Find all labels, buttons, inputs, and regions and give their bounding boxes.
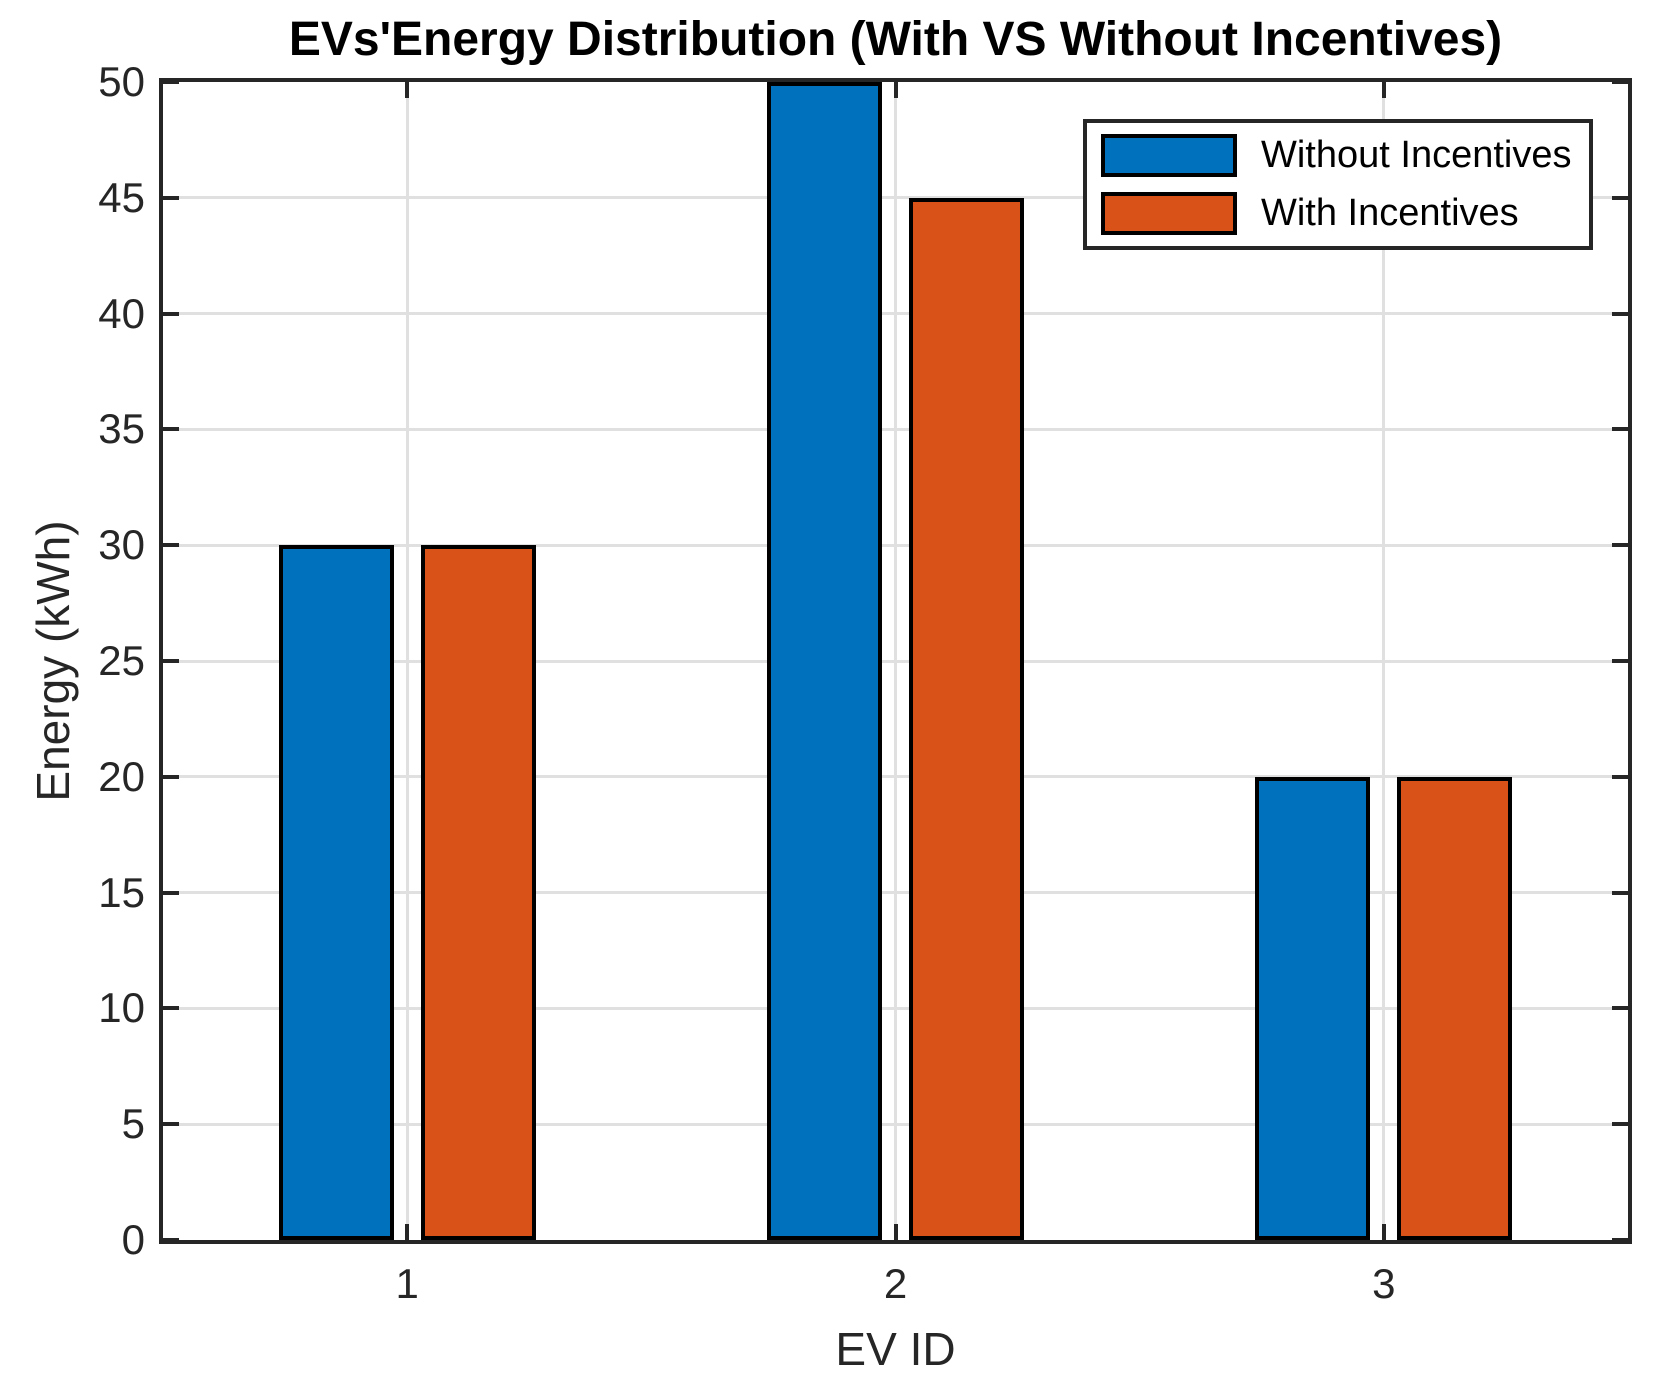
y-tick-label: 15: [98, 868, 145, 916]
y-tick-mark-left: [163, 659, 179, 663]
legend-swatch-blue: [1101, 134, 1237, 177]
v-gridline: [1382, 82, 1386, 1240]
y-tick-label: 0: [121, 1216, 145, 1263]
y-tick-label: 45: [98, 173, 145, 221]
legend: Without Incentives With Incentives: [1083, 119, 1593, 250]
x-tick-mark-top: [405, 82, 410, 98]
x-tick-label: 1: [395, 1260, 419, 1307]
y-tick-mark-left: [163, 195, 179, 200]
y-tick-mark-right: [1612, 311, 1628, 316]
y-tick-label: 30: [98, 521, 145, 569]
bar-with-incentives: [420, 545, 536, 1240]
x-axis-label: EV ID: [835, 1323, 956, 1375]
x-tick-mark-bottom: [893, 1224, 898, 1240]
y-tick-label: 5: [121, 1100, 145, 1148]
v-gridline: [894, 82, 897, 1240]
bar-with-incentives: [1397, 777, 1513, 1240]
y-tick-mark-right: [1612, 195, 1628, 200]
y-tick-mark-right: [1612, 1006, 1628, 1011]
bar-with-incentives: [909, 198, 1024, 1240]
y-tick-label: 40: [98, 289, 145, 337]
legend-row: Without Incentives: [1101, 134, 1589, 177]
x-tick-mark-bottom: [1381, 1224, 1386, 1240]
x-tick-label: 3: [1372, 1260, 1396, 1307]
y-tick-mark-left: [163, 427, 179, 432]
x-tick-label: 2: [883, 1260, 908, 1307]
y-tick-mark-left: [163, 311, 179, 316]
y-tick-mark-right: [1612, 427, 1628, 432]
y-tick-mark-left: [163, 774, 179, 779]
x-tick-mark-bottom: [405, 1224, 410, 1240]
y-tick-mark-left: [163, 890, 179, 895]
y-tick-mark-right: [1612, 80, 1628, 84]
y-tick-mark-left: [163, 543, 179, 548]
bar-without-incentives: [278, 545, 394, 1240]
legend-label: Without Incentives: [1261, 134, 1572, 176]
bar-without-incentives: [767, 82, 882, 1240]
bar-without-incentives: [1255, 777, 1371, 1240]
x-tick-mark-top: [1381, 82, 1386, 98]
y-tick-label: 20: [98, 752, 145, 800]
y-tick-mark-right: [1612, 774, 1628, 779]
y-tick-mark-left: [163, 80, 179, 84]
y-tick-label: 25: [98, 637, 145, 684]
chart-title: EVs'Energy Distribution (With VS Without…: [288, 13, 1503, 66]
y-tick-mark-left: [163, 1006, 179, 1011]
legend-row: With Incentives: [1101, 192, 1589, 235]
legend-swatch-orange: [1101, 192, 1237, 235]
v-gridline: [405, 82, 409, 1240]
x-tick-mark-top: [893, 82, 898, 98]
y-tick-mark-left: [163, 1238, 179, 1242]
y-tick-mark-right: [1612, 659, 1628, 663]
y-tick-label: 50: [98, 58, 145, 105]
plot-area: [159, 78, 1632, 1244]
y-tick-mark-right: [1612, 1238, 1628, 1242]
y-tick-label: 35: [98, 405, 145, 453]
legend-label: With Incentives: [1261, 192, 1519, 234]
y-tick-mark-right: [1612, 890, 1628, 895]
y-tick-label: 10: [98, 984, 145, 1032]
y-tick-mark-right: [1612, 1122, 1628, 1127]
y-tick-mark-left: [163, 1122, 179, 1127]
y-tick-mark-right: [1612, 543, 1628, 548]
